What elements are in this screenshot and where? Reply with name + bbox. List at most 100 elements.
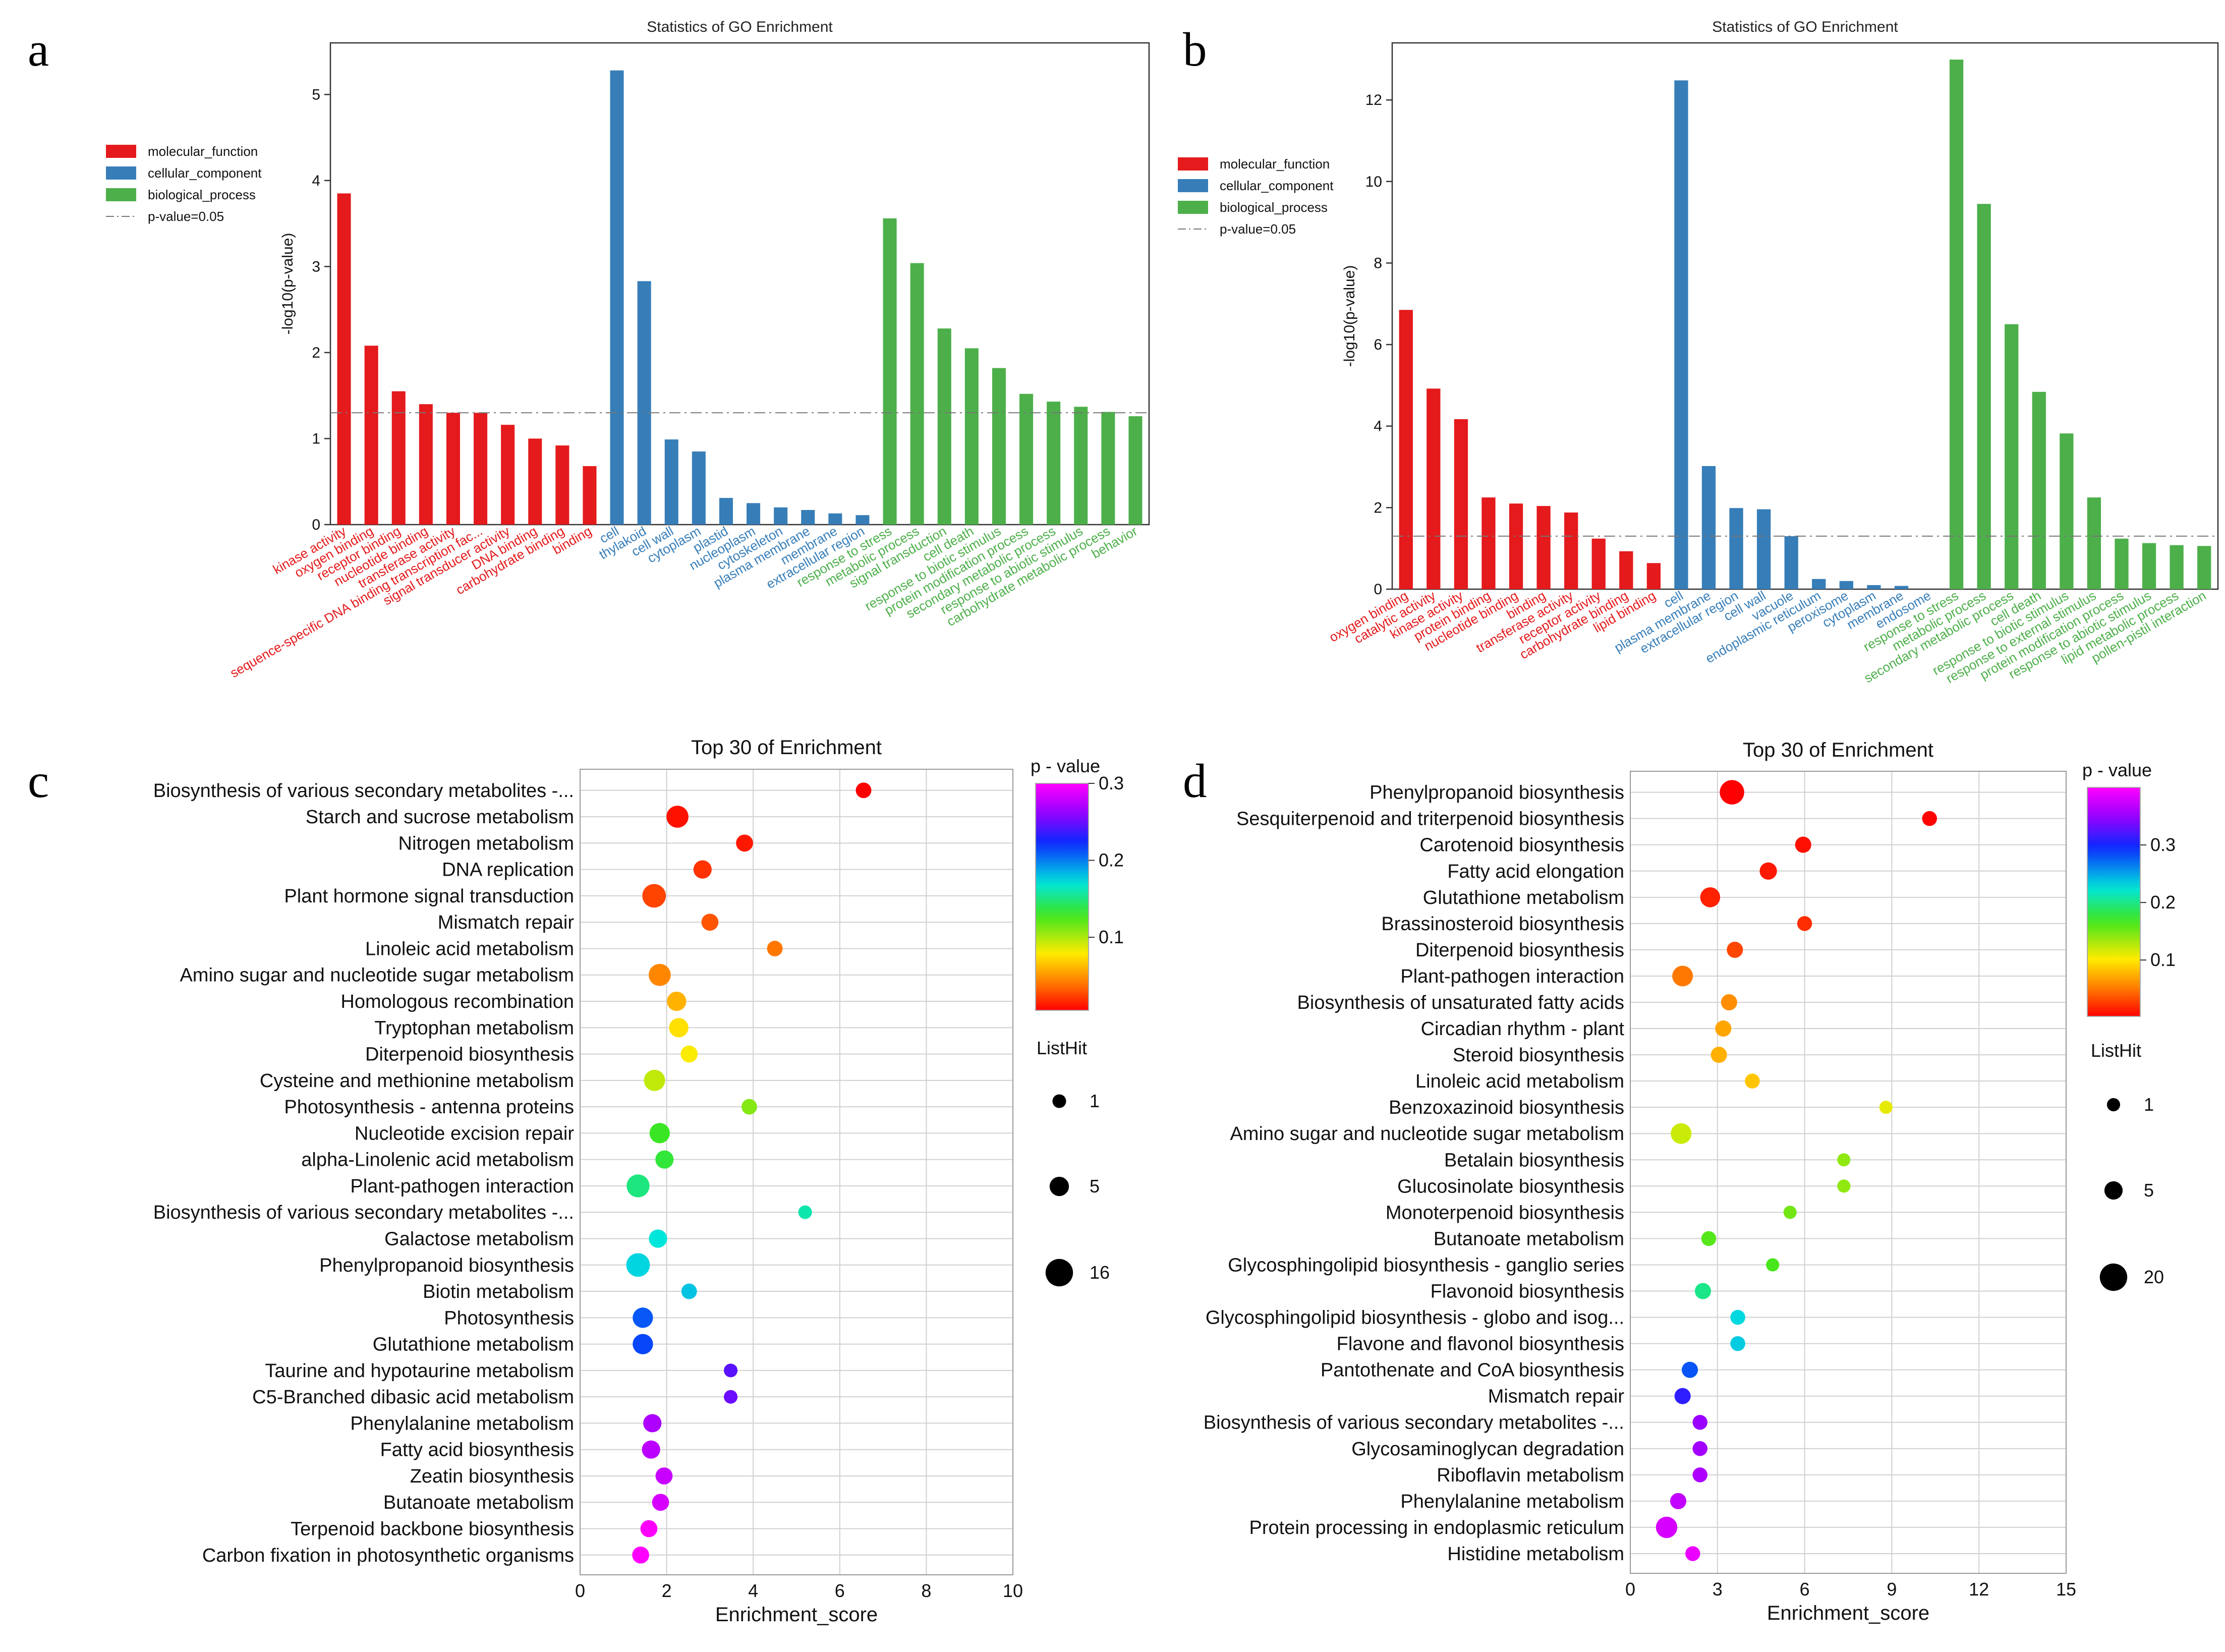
bubble-point — [798, 1205, 812, 1219]
term-label: DNA replication — [442, 860, 574, 881]
x-tick-label: 0 — [1625, 1579, 1635, 1600]
bubble-point — [1745, 1073, 1760, 1089]
term-label: Taurine and hypotaurine metabolism — [265, 1360, 574, 1382]
term-label: C5-Branched dibasic acid metabolism — [252, 1387, 574, 1408]
term-label: Tryptophan metabolism — [374, 1017, 574, 1039]
term-label: Flavone and flavonol biosynthesis — [1337, 1334, 1624, 1355]
bubble-point — [1922, 811, 1937, 826]
bubble-point — [666, 806, 689, 828]
bubble-point — [1656, 1516, 1678, 1539]
bubble-point — [1759, 862, 1777, 880]
term-label: Circadian rhythm - plant — [1421, 1018, 1625, 1040]
chart-title: Statistics of GO Enrichment — [1712, 19, 1898, 35]
panel-c-kegg-bubble-chart: c Top 30 of Enrichment 0 2 4 6 8 10 Enrichment_s… — [28, 736, 1124, 1626]
legend-swatch — [106, 188, 136, 201]
bar — [1427, 388, 1441, 589]
bubble-point — [633, 1334, 653, 1354]
bar — [1701, 466, 1716, 589]
term-label: Betalain biosynthesis — [1444, 1150, 1624, 1171]
term-label: Brassinosteroid biosynthesis — [1381, 914, 1624, 935]
y-tick-label: 12 — [1365, 92, 1382, 108]
term-label: Plant-pathogen interaction — [1400, 966, 1624, 987]
bar — [1977, 204, 1991, 589]
bar — [1784, 536, 1798, 589]
y-tick-label: 6 — [1374, 336, 1382, 353]
bubble-point — [736, 834, 753, 852]
bubble-point — [667, 991, 687, 1011]
bubble-point — [643, 1414, 662, 1433]
x-tick-label: 10 — [1003, 1580, 1023, 1601]
bubble-point — [655, 1150, 674, 1169]
bubble-point — [1674, 1388, 1691, 1404]
term-label: Linoleic acid metabolism — [365, 938, 574, 959]
size-legend-label: 5 — [2144, 1180, 2154, 1201]
term-label: Fatty acid elongation — [1447, 861, 1624, 882]
term-label: Glycosphingolipid biosynthesis - ganglio… — [1228, 1255, 1624, 1276]
chart-title: Statistics of GO Enrichment — [647, 19, 833, 35]
term-label: Plant hormone signal transduction — [284, 886, 574, 907]
colorbar-tick-label: 0.2 — [2150, 892, 2176, 913]
term-label: Photosynthesis - antenna proteins — [284, 1097, 574, 1118]
bar — [1646, 563, 1661, 589]
bar — [2142, 543, 2156, 589]
bar — [391, 391, 406, 525]
bar — [337, 193, 351, 525]
legend-label: molecular_function — [1220, 156, 1330, 172]
legend-swatch — [1178, 201, 1208, 214]
term-label: Phenylalanine metabolism — [350, 1413, 574, 1434]
x-axis-label: Enrichment_score — [715, 1604, 878, 1626]
y-tick-label: 4 — [312, 173, 320, 189]
bar — [1674, 80, 1688, 589]
legend-label: cellular_component — [1220, 178, 1334, 193]
term-label: Terpenoid backbone biosynthesis — [291, 1519, 574, 1540]
bubble-point — [1730, 1336, 1745, 1351]
bubble-point — [649, 1229, 667, 1248]
bar — [474, 413, 488, 525]
bar — [964, 348, 979, 525]
colorbar-tick-label: 0.2 — [1099, 850, 1124, 871]
y-axis-label: -log10(p-value) — [1341, 265, 1358, 367]
bubble-point — [1700, 887, 1721, 907]
term-label: Butanoate metabolism — [1434, 1228, 1624, 1249]
term-label: Diterpenoid biosynthesis — [365, 1044, 574, 1065]
bubble-point — [1720, 780, 1744, 805]
x-tick-label: 12 — [1969, 1579, 1989, 1600]
term-label: Glutathione metabolism — [373, 1334, 574, 1355]
y-tick-label: 1 — [312, 430, 320, 447]
bar — [719, 498, 733, 525]
term-label: Biosynthesis of various secondary metabo… — [153, 1202, 574, 1223]
bar — [501, 425, 515, 525]
bar — [1564, 512, 1578, 589]
colorbar-tick-label: 0.1 — [1099, 927, 1124, 947]
bubble-point — [1837, 1153, 1851, 1167]
x-axis-label: Enrichment_score — [1767, 1602, 1929, 1624]
term-label: Riboflavin metabolism — [1437, 1465, 1624, 1486]
bubble-point — [669, 1018, 689, 1038]
legend-label: p-value=0.05 — [1220, 221, 1296, 237]
y-tick-label: 2 — [1374, 499, 1382, 516]
bar — [1867, 585, 1881, 589]
size-legend-dot — [1045, 1259, 1073, 1287]
x-tick-label: 3 — [1713, 1579, 1723, 1600]
y-tick-label: 4 — [1374, 418, 1382, 435]
bubble-point — [626, 1253, 650, 1277]
bubble-point — [1879, 1101, 1893, 1114]
bar — [1047, 402, 1061, 525]
term-label: Glucosinolate biosynthesis — [1397, 1176, 1624, 1197]
bubble-point — [724, 1390, 738, 1404]
y-axis-label: -log10(p-value) — [279, 233, 296, 335]
term-label: Glutathione metabolism — [1423, 887, 1624, 908]
bar — [1839, 581, 1853, 589]
bubble-point — [1721, 994, 1737, 1011]
bar — [1074, 407, 1088, 525]
bar — [419, 404, 433, 525]
legend-label: cellular_component — [148, 165, 262, 181]
term-label: Galactose metabolism — [384, 1228, 574, 1249]
bar — [937, 328, 951, 525]
term-label: Mismatch repair — [1488, 1386, 1625, 1407]
term-label: Glycosphingolipid biosynthesis - globo a… — [1206, 1307, 1624, 1329]
bubble-point — [767, 941, 783, 956]
x-tick-label: 2 — [662, 1580, 672, 1601]
bar — [2197, 546, 2211, 589]
bubble-point — [649, 1123, 670, 1144]
